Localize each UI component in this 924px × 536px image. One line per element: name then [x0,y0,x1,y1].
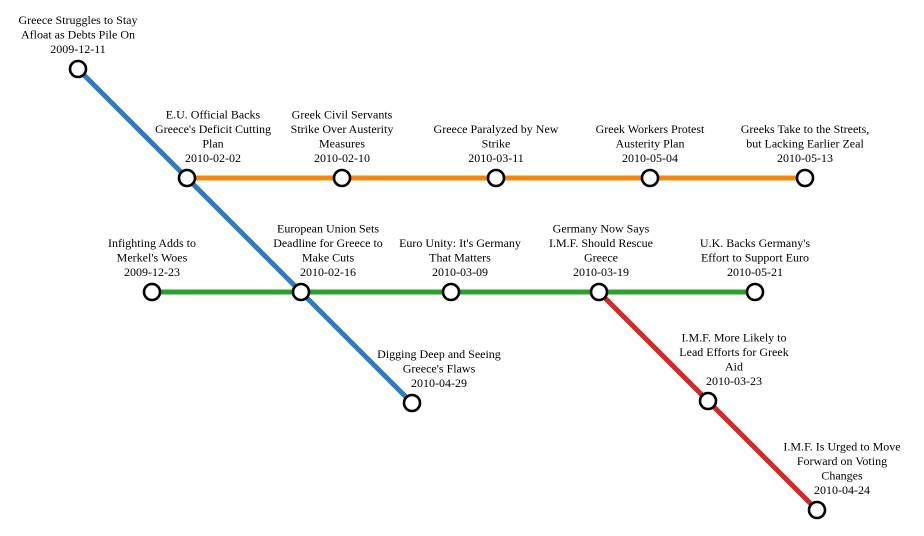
station-title-line: Germany Now Says [553,222,650,236]
station-title-line: Changes [821,469,863,483]
station-title-line: E.U. Official Backs [166,108,261,122]
station-labels: Greece Struggles to Stay Afloat as Debts … [19,13,901,497]
station-title-line: Deadline for Greece to [273,236,383,250]
station-node-s5[interactable] [640,168,660,188]
station-node-s3[interactable] [332,168,352,188]
station-date: 2009-12-11 [50,42,106,56]
station-title-line: Greece's Flaws [403,362,476,376]
station-label-s11: Germany Now Says I.M.F. Should Rescue Gree… [549,222,653,280]
station-label-s13: I.M.F. More Likely to Lead Efforts for Gr… [679,331,788,389]
station-node-s9[interactable] [402,393,422,413]
station-date: 2010-03-09 [432,265,488,279]
station-title-line: Plan [202,137,223,151]
station-title-line: U.K. Backs Germany's [700,236,810,250]
station-label-s5: Greek Workers Protest Austerity Plan 2010-… [596,122,705,165]
station-title-line: Greece Struggles to Stay [19,13,138,27]
station-date: 2010-02-16 [300,265,356,279]
station-label-s4: Greece Paralyzed by New Strike 2010-03-11 [434,122,559,165]
station-title-line: Greece Paralyzed by New [434,122,559,136]
station-date: 2010-05-13 [777,151,833,165]
station-title-line: Strike Over Austerity [291,122,394,136]
station-title-line: Measures [319,137,365,151]
station-date: 2010-02-10 [314,151,370,165]
station-node-s10[interactable] [441,282,461,302]
station-title-line: Austerity Plan [616,137,685,151]
station-label-s10: Euro Unity: It's Germany That Matters 2010… [399,236,521,279]
station-date: 2010-03-23 [706,374,762,388]
station-date: 2010-03-11 [468,151,524,165]
station-title-line: Lead Efforts for Greek [679,345,788,359]
station-node-s13[interactable] [698,391,718,411]
station-label-s3: Greek Civil Servants Strike Over Austerit… [291,108,394,166]
station-label-s12: U.K. Backs Germany's Effort to Support Eu… [700,236,810,279]
station-title-line: Make Cuts [302,251,355,265]
station-title-line: I.M.F. More Likely to [681,331,786,345]
station-title-line: Greek Civil Servants [292,108,393,122]
station-node-s1[interactable] [68,59,88,79]
station-title-line: Greeks Take to the Streets, [741,122,870,136]
station-label-s1: Greece Struggles to Stay Afloat as Debts … [19,13,138,56]
station-label-s6: Greeks Take to the Streets, but Lacking E… [741,122,870,165]
station-date: 2010-05-21 [727,265,783,279]
station-title-line: I.M.F. Should Rescue [549,236,653,250]
station-node-s7[interactable] [142,282,162,302]
station-label-s14: I.M.F. Is Urged to Move Forward on Voting… [783,440,900,498]
route-line-blue [76,67,414,405]
station-title-line: Digging Deep and Seeing [377,347,501,361]
station-title-line: Greece's Deficit Cutting [155,122,271,136]
station-title-line: Merkel's Woes [117,251,188,265]
station-date: 2010-04-24 [814,483,870,497]
station-date: 2009-12-23 [124,265,180,279]
station-title-line: Infighting Adds to [108,236,196,250]
station-title-line: Greek Workers Protest [596,122,705,136]
station-date: 2010-03-19 [573,265,629,279]
station-title-line: Greece [584,251,618,265]
station-node-s2[interactable] [177,168,197,188]
station-title-line: Strike [482,137,511,151]
station-label-s7: Infighting Adds to Merkel's Woes 2009-12-2… [108,236,196,279]
station-title-line: Forward on Voting [797,454,887,468]
station-date: 2010-05-04 [622,151,678,165]
station-title-line: Effort to Support Euro [701,251,809,265]
station-node-s12[interactable] [745,282,765,302]
station-title-line: but Lacking Earlier Zeal [746,137,864,151]
station-date: 2010-04-29 [411,376,467,390]
station-node-s4[interactable] [486,168,506,188]
station-node-s6[interactable] [795,168,815,188]
station-title-line: Afloat as Debts Pile On [21,28,135,42]
station-date: 2010-02-02 [185,151,241,165]
station-node-s14[interactable] [807,500,827,520]
station-label-s9: Digging Deep and Seeing Greece's Flaws 201… [377,347,501,390]
station-title-line: That Matters [429,251,491,265]
station-node-s11[interactable] [589,282,609,302]
station-nodes [68,59,827,520]
station-title-line: I.M.F. Is Urged to Move [783,440,900,454]
station-title-line: Aid [725,360,743,374]
station-label-s8: European Union Sets Deadline for Greece t… [273,222,383,280]
station-title-line: European Union Sets [277,222,379,236]
station-node-s8[interactable] [291,282,311,302]
station-title-line: Euro Unity: It's Germany [399,236,521,250]
station-label-s2: E.U. Official Backs Greece's Deficit Cutt… [155,108,271,166]
